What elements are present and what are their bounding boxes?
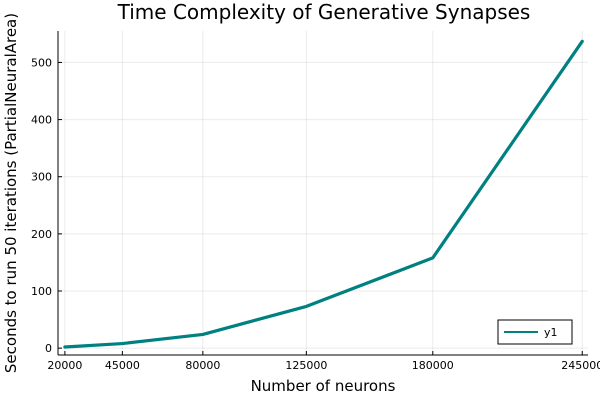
grid: [58, 31, 588, 355]
y-tick-label: 200: [31, 228, 52, 241]
x-tick-label: 125000: [285, 359, 327, 372]
y-tick-label: 0: [45, 342, 52, 355]
x-tick-label: 45000: [105, 359, 140, 372]
y-tick-label: 400: [31, 114, 52, 127]
series-line: [63, 39, 584, 349]
y-tick-label: 500: [31, 56, 52, 69]
legend: y1: [497, 319, 573, 345]
axes: [57, 31, 588, 356]
y-tick-label: 100: [31, 285, 52, 298]
series: [63, 39, 584, 349]
y-axis-label: Seconds to run 50 iterations (PartialNeu…: [2, 13, 20, 373]
x-tick-label: 20000: [47, 359, 82, 372]
x-tick-label: 245000: [561, 359, 600, 372]
x-tick-label: 80000: [185, 359, 220, 372]
tick-labels: 20000 45000 80000 125000 180000 245000 0 100 200…: [31, 56, 600, 372]
chart-title: Time Complexity of Generative Synapses: [117, 0, 531, 24]
x-axis-label: Number of neurons: [251, 377, 396, 395]
x-tick-label: 180000: [412, 359, 454, 372]
y-tick-label: 300: [31, 171, 52, 184]
legend-label: y1: [544, 326, 558, 339]
